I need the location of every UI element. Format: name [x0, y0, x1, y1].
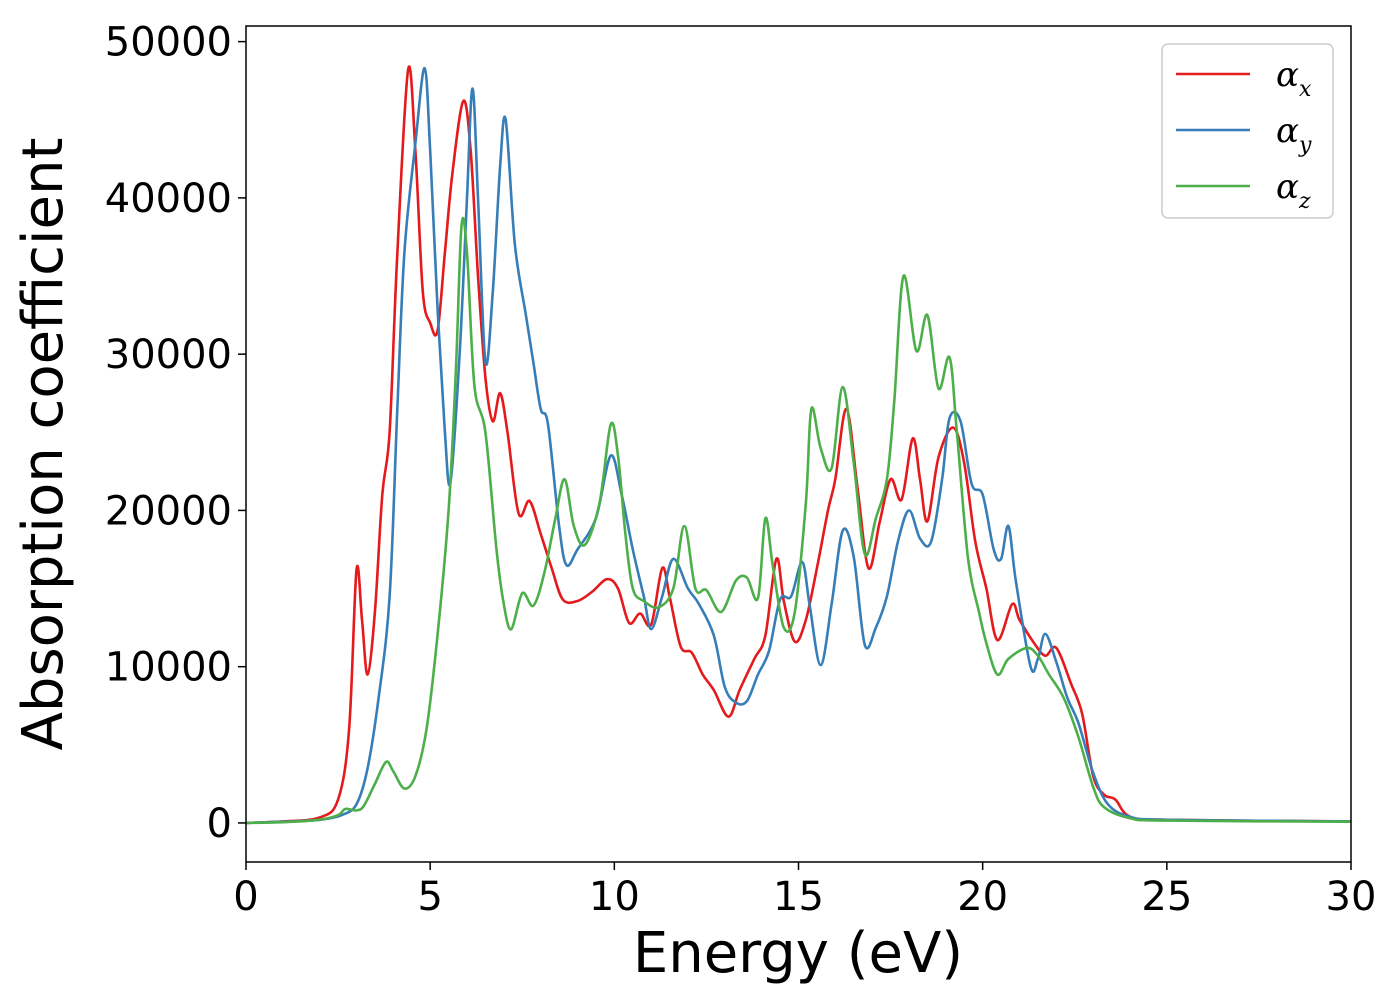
x-tick-label: 10 [589, 874, 640, 920]
x-tick-label: 0 [233, 874, 258, 920]
y-tick-label: 40000 [105, 176, 232, 222]
x-axis: 0 5 10 15 20 25 30 [233, 862, 1376, 920]
y-tick-label: 30000 [105, 332, 232, 378]
x-tick-label: 5 [417, 874, 442, 920]
y-tick-label: 0 [207, 801, 232, 847]
y-tick-label: 50000 [105, 20, 232, 66]
y-axis-label: Absorption coefficient [11, 138, 76, 751]
x-tick-label: 20 [957, 874, 1008, 920]
x-tick-label: 25 [1141, 874, 1192, 920]
y-tick-label: 20000 [105, 488, 232, 534]
series-layer [246, 65, 1351, 825]
y-axis: 0 10000 20000 30000 40000 50000 [105, 20, 246, 847]
series-line-alpha-x [246, 65, 1351, 825]
x-tick-label: 15 [773, 874, 824, 920]
series-line-alpha-z [246, 217, 1351, 825]
series-line-alpha-y [246, 66, 1351, 825]
x-tick-label: 30 [1326, 874, 1377, 920]
y-tick-label: 10000 [105, 645, 232, 691]
x-axis-label: Energy (eV) [633, 921, 963, 986]
